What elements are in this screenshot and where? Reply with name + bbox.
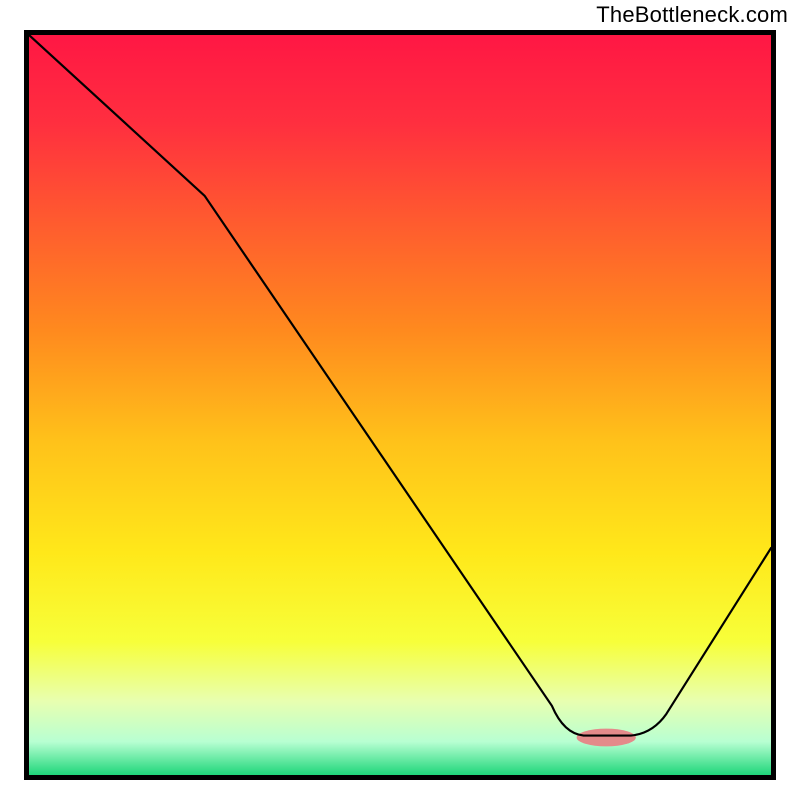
- chart-marker: [577, 729, 636, 747]
- watermark-text: TheBottleneck.com: [596, 2, 788, 28]
- chart-area: [29, 35, 771, 775]
- chart-curve: [29, 35, 771, 736]
- chart-frame: [24, 30, 776, 780]
- chart-curve-layer: [29, 35, 771, 775]
